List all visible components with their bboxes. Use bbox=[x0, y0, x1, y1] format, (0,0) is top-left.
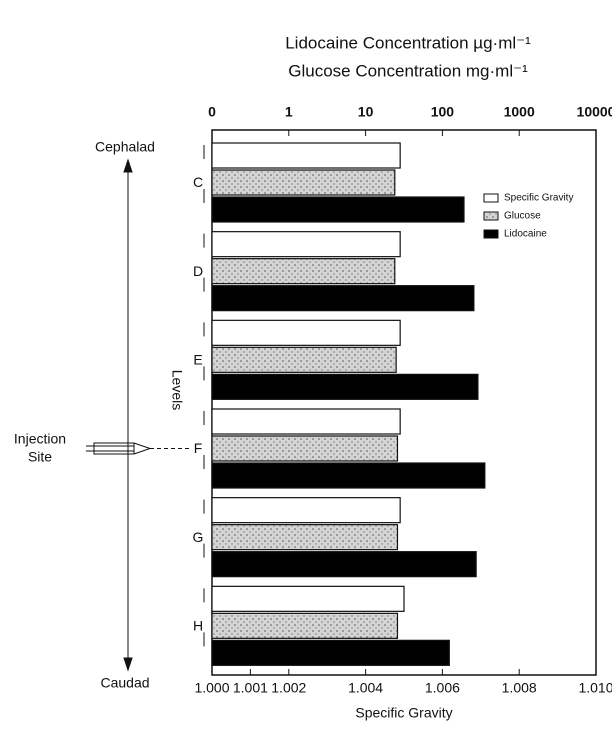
bar bbox=[211, 169, 396, 196]
x2-axis-title: Lidocaine Concentration µg·ml⁻¹ bbox=[285, 33, 531, 52]
bar bbox=[211, 408, 401, 435]
x2-tick-label: 1000 bbox=[504, 104, 535, 120]
decoration bbox=[86, 158, 190, 672]
legend-swatch bbox=[483, 193, 499, 203]
y-tick-label: D bbox=[193, 263, 203, 279]
bar bbox=[211, 373, 479, 400]
x2-tick-label: 1 bbox=[285, 104, 293, 120]
bar bbox=[211, 585, 405, 612]
bar bbox=[211, 258, 396, 285]
x-tick-label: 1.001 bbox=[233, 680, 268, 696]
x-tick-label: 1.006 bbox=[425, 680, 460, 696]
plot-frame bbox=[211, 129, 597, 676]
legend-swatch bbox=[483, 229, 499, 239]
bar bbox=[211, 142, 401, 169]
x2-tick-label: 10 bbox=[358, 104, 374, 120]
y-tick-label: G bbox=[193, 529, 204, 545]
y-tick-label: C bbox=[193, 174, 203, 190]
x-tick-label: 1.000 bbox=[194, 680, 229, 696]
bar bbox=[211, 551, 477, 578]
legend-label: Specific Gravity bbox=[504, 193, 573, 204]
bar bbox=[211, 612, 399, 639]
x2-axis-title: Glucose Concentration mg·ml⁻¹ bbox=[288, 61, 528, 80]
annotation: Injection bbox=[14, 431, 66, 447]
bar bbox=[211, 435, 399, 462]
bar bbox=[211, 231, 401, 258]
bar bbox=[211, 639, 450, 666]
x-axis-title: Specific Gravity bbox=[355, 705, 452, 721]
bar bbox=[211, 462, 486, 489]
bar bbox=[211, 497, 401, 524]
legend-label: Glucose bbox=[504, 211, 541, 222]
bar bbox=[211, 524, 399, 551]
annotation: Caudad bbox=[100, 675, 149, 691]
annotation: Site bbox=[28, 449, 52, 465]
x-tick-label: 1.010 bbox=[578, 680, 612, 696]
bar bbox=[211, 285, 475, 312]
y-axis-title: Levels bbox=[169, 370, 185, 410]
bar bbox=[211, 346, 397, 373]
x2-tick-label: 10000 bbox=[577, 104, 612, 120]
y-tick-label: H bbox=[193, 618, 203, 634]
annotation: Cephalad bbox=[95, 139, 155, 155]
legend-label: Lidocaine bbox=[504, 229, 547, 240]
y-tick-label: F bbox=[194, 440, 203, 456]
bar bbox=[211, 196, 465, 223]
x-tick-label: 1.002 bbox=[271, 680, 306, 696]
x2-tick-label: 100 bbox=[431, 104, 455, 120]
x-tick-label: 1.004 bbox=[348, 680, 383, 696]
x2-tick-label: 0 bbox=[208, 104, 216, 120]
legend-swatch bbox=[483, 211, 499, 221]
bar bbox=[211, 319, 401, 346]
y-tick-label: E bbox=[193, 352, 202, 368]
x-tick-label: 1.008 bbox=[502, 680, 537, 696]
